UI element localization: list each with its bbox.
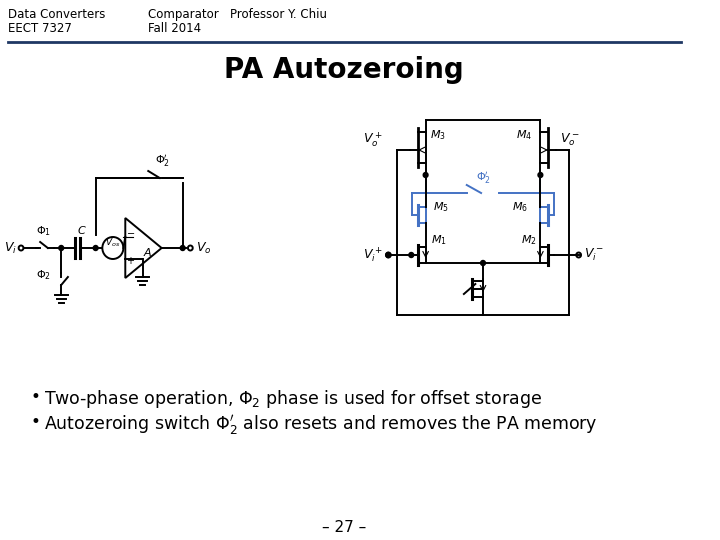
Text: $+$: $+$ bbox=[125, 255, 135, 266]
Text: $M_4$: $M_4$ bbox=[516, 128, 533, 142]
Text: PA Autozeroing: PA Autozeroing bbox=[225, 56, 464, 84]
Text: $M_6$: $M_6$ bbox=[512, 200, 528, 214]
Text: $\Phi_2'$: $\Phi_2'$ bbox=[475, 170, 490, 186]
Text: Comparator   Professor Y. Chiu: Comparator Professor Y. Chiu bbox=[148, 8, 328, 21]
Text: $\Phi_1$: $\Phi_1$ bbox=[37, 224, 52, 238]
Text: $M_1$: $M_1$ bbox=[431, 233, 447, 247]
Text: $\Phi_2$: $\Phi_2$ bbox=[37, 268, 52, 282]
Text: $V_o$: $V_o$ bbox=[196, 240, 212, 255]
Text: Two-phase operation, $\Phi_2$ phase is used for offset storage: Two-phase operation, $\Phi_2$ phase is u… bbox=[44, 388, 542, 410]
Text: $M_2$: $M_2$ bbox=[521, 233, 537, 247]
Text: Autozeroing switch $\Phi_2'$ also resets and removes the PA memory: Autozeroing switch $\Phi_2'$ also resets… bbox=[44, 413, 598, 437]
Text: $V_i$: $V_i$ bbox=[4, 240, 17, 255]
Text: $C$: $C$ bbox=[77, 224, 87, 236]
Text: – 27 –: – 27 – bbox=[322, 520, 366, 535]
Circle shape bbox=[59, 246, 63, 251]
Text: $A$: $A$ bbox=[143, 246, 152, 258]
Text: Data Converters: Data Converters bbox=[8, 8, 105, 21]
Text: $M_3$: $M_3$ bbox=[431, 128, 446, 142]
Text: $M_5$: $M_5$ bbox=[433, 200, 449, 214]
Text: $V_i^-$: $V_i^-$ bbox=[585, 247, 604, 263]
Text: $V_o^+$: $V_o^+$ bbox=[363, 131, 382, 150]
Circle shape bbox=[386, 253, 391, 258]
Circle shape bbox=[409, 253, 414, 258]
Circle shape bbox=[538, 172, 543, 178]
Text: EECT 7327: EECT 7327 bbox=[8, 22, 71, 35]
Text: Fall 2014: Fall 2014 bbox=[148, 22, 202, 35]
Text: $V_i^+$: $V_i^+$ bbox=[363, 246, 382, 265]
Text: $V_{os}$: $V_{os}$ bbox=[105, 237, 120, 249]
Text: $\Phi_2'$: $\Phi_2'$ bbox=[155, 153, 170, 170]
Text: •: • bbox=[31, 413, 40, 431]
Text: $V_o^-$: $V_o^-$ bbox=[559, 132, 579, 148]
Circle shape bbox=[94, 246, 98, 251]
Circle shape bbox=[180, 246, 185, 251]
Circle shape bbox=[423, 172, 428, 178]
Circle shape bbox=[481, 260, 485, 266]
Text: $-$: $-$ bbox=[125, 227, 135, 237]
Text: •: • bbox=[31, 388, 40, 406]
